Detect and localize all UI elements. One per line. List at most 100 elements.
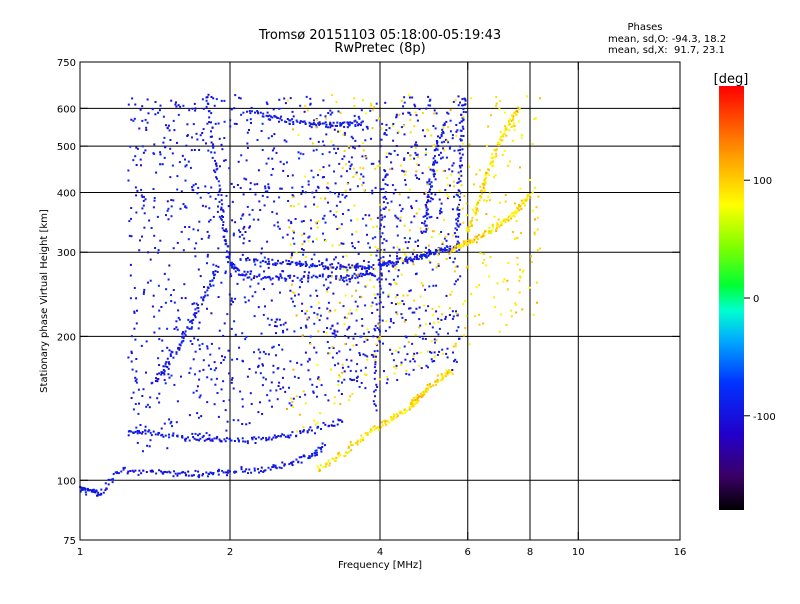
data-point (291, 401, 294, 403)
data-point (448, 250, 451, 253)
data-point (130, 118, 133, 121)
data-point (196, 138, 199, 141)
data-point (416, 352, 419, 355)
data-point (484, 179, 487, 182)
data-point (446, 183, 449, 186)
data-point (356, 218, 359, 221)
data-point (142, 151, 145, 154)
data-point (346, 182, 349, 185)
data-point (134, 430, 137, 433)
data-point (316, 426, 319, 429)
data-point (372, 162, 375, 165)
data-point (168, 433, 170, 436)
data-point (132, 408, 135, 411)
data-point (455, 360, 458, 363)
data-point (493, 157, 496, 159)
data-point (433, 351, 436, 354)
data-point (323, 214, 326, 217)
data-point (427, 389, 429, 391)
data-point (301, 302, 304, 305)
data-point (459, 138, 462, 141)
data-point (222, 471, 225, 474)
data-point (445, 294, 448, 297)
data-point (138, 249, 141, 252)
data-point (310, 123, 312, 126)
data-point (349, 348, 352, 351)
data-point (202, 368, 205, 371)
data-point (283, 97, 286, 100)
data-point (300, 456, 303, 459)
data-point (349, 441, 352, 444)
data-point (463, 242, 466, 245)
data-point (102, 491, 105, 494)
data-point (412, 403, 415, 406)
data-point (391, 352, 394, 355)
data-point (355, 344, 358, 346)
data-point (505, 126, 508, 129)
data-point (341, 279, 344, 281)
data-point (205, 96, 208, 99)
data-point (508, 129, 511, 132)
data-point (382, 342, 384, 345)
data-point (261, 384, 264, 387)
data-point (223, 438, 226, 441)
data-point (164, 301, 167, 304)
data-point (495, 152, 498, 155)
data-point (427, 199, 430, 202)
data-point (501, 154, 504, 156)
data-point (347, 312, 350, 315)
data-point (373, 403, 376, 406)
data-point (453, 232, 456, 235)
data-point (451, 372, 454, 375)
data-point (202, 107, 205, 110)
data-point (459, 101, 461, 104)
data-point (194, 316, 197, 319)
data-point (172, 475, 175, 478)
data-point (143, 290, 145, 293)
data-point (199, 437, 202, 440)
data-point (295, 119, 298, 122)
data-point (415, 170, 418, 173)
data-point (188, 109, 191, 112)
data-point (84, 488, 87, 491)
data-point (414, 401, 417, 404)
chart-title: Tromsø 20151103 05:18:00-05:19:43 (258, 28, 501, 43)
data-point (132, 470, 135, 473)
data-point (433, 149, 436, 152)
data-point (425, 323, 427, 326)
data-point (464, 103, 467, 106)
data-point (433, 175, 436, 178)
data-point (408, 408, 411, 411)
data-point (187, 470, 190, 473)
data-point (350, 359, 353, 362)
data-point (381, 216, 384, 219)
data-point (459, 275, 462, 278)
data-point (374, 358, 377, 361)
data-point (400, 257, 403, 260)
data-point (322, 466, 325, 468)
data-point (310, 169, 313, 172)
data-point (360, 296, 363, 299)
data-point (315, 189, 318, 192)
data-point (325, 123, 328, 126)
data-point (198, 370, 201, 373)
data-point (382, 260, 385, 263)
data-point (447, 126, 450, 129)
data-point (337, 455, 340, 458)
data-point (152, 470, 154, 473)
data-point (316, 316, 319, 319)
data-point (526, 193, 529, 196)
data-point (336, 330, 339, 333)
data-point (444, 375, 447, 377)
data-point (474, 235, 477, 238)
data-point (341, 167, 344, 170)
data-point (357, 253, 360, 255)
data-point (440, 202, 443, 205)
data-point (177, 346, 180, 349)
data-point (184, 206, 187, 208)
data-point (222, 224, 225, 226)
data-point (455, 280, 457, 283)
data-point (210, 378, 213, 381)
data-point (134, 186, 137, 189)
data-point (192, 474, 195, 477)
